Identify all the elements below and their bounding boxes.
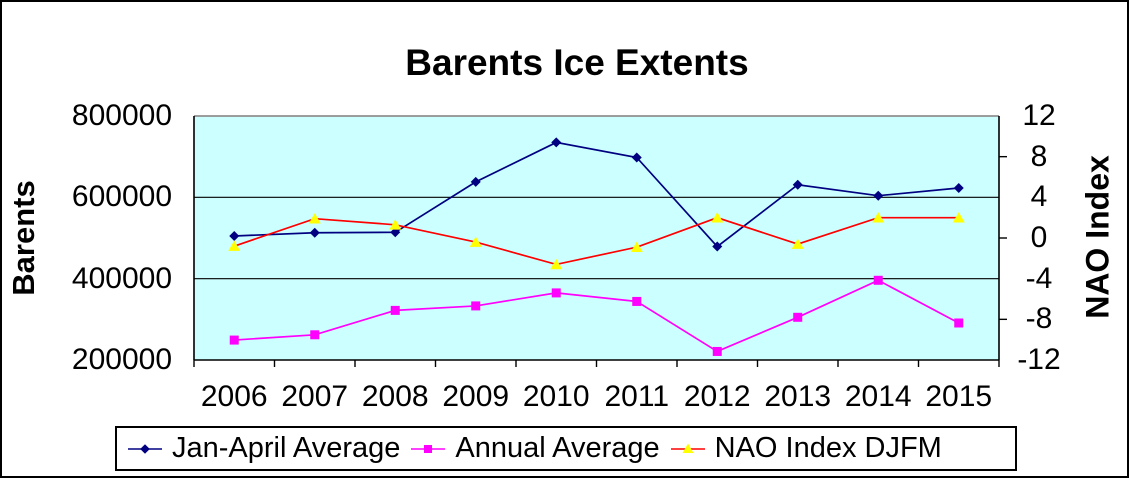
triangle-marker-icon xyxy=(469,236,482,247)
right-axis-tick-label: 12 xyxy=(1022,99,1056,132)
square-marker-icon xyxy=(229,335,239,345)
square-marker-icon xyxy=(471,301,481,311)
diamond-marker-icon xyxy=(551,137,562,148)
chart-title: Barents Ice Extents xyxy=(405,42,749,83)
legend-entry-nao: NAO Index DJFM xyxy=(670,432,942,465)
right-axis-tick-label: -12 xyxy=(1017,343,1061,376)
x-axis-tick-label: 2012 xyxy=(683,380,751,413)
diamond-marker-icon xyxy=(128,443,162,454)
legend-label-jan-april: Jan-April Average xyxy=(172,432,401,464)
legend: Jan-April Average Annual Average NAO Ind… xyxy=(115,426,1017,471)
legend-entry-annual: Annual Average xyxy=(410,432,660,465)
diamond-marker-icon xyxy=(873,190,884,201)
square-marker-icon xyxy=(411,444,446,453)
series-line-nao-index-djfm xyxy=(233,216,959,266)
square-marker-icon xyxy=(632,296,642,306)
left-axis-tick-label: 800000 xyxy=(71,99,172,132)
x-axis-tick-label: 2015 xyxy=(925,380,993,413)
x-axis-tick-label: 2011 xyxy=(604,380,670,413)
legend-label-nao: NAO Index DJFM xyxy=(714,432,942,464)
triangle-marker-icon xyxy=(630,241,643,252)
diamond-marker-icon xyxy=(229,230,240,241)
x-axis-tick-label: 2009 xyxy=(442,380,510,413)
series-line-annual-average xyxy=(234,279,960,353)
triangle-marker-icon xyxy=(711,212,724,223)
diamond-marker-icon xyxy=(309,227,320,238)
diamond-marker-icon xyxy=(390,227,401,238)
right-axis-tick-label: 8 xyxy=(1030,139,1048,173)
right-axis-title: NAO Index xyxy=(1079,155,1116,319)
legend-label-annual: Annual Average xyxy=(455,432,660,464)
x-axis-tick-label: 2010 xyxy=(522,380,590,413)
diamond-marker-icon xyxy=(953,182,964,193)
triangle-marker-icon xyxy=(389,219,402,230)
x-axis-tick-label: 2013 xyxy=(764,380,832,413)
left-axis-tick-label: 400000 xyxy=(71,261,172,295)
square-marker-icon xyxy=(390,305,400,315)
triangle-marker-icon xyxy=(872,212,885,223)
square-marker-icon xyxy=(873,275,883,285)
x-axis-tick-label: 2007 xyxy=(281,380,349,413)
left-axis-tick-label: 200000 xyxy=(71,343,172,376)
diamond-marker-icon xyxy=(792,179,803,190)
series-line-jan-april-average xyxy=(234,141,959,248)
square-marker-icon xyxy=(551,288,561,298)
square-marker-icon xyxy=(712,346,722,356)
x-axis-tick-label: 2008 xyxy=(361,380,429,413)
right-axis-tick-label: 4 xyxy=(1030,180,1048,214)
right-axis-tick-label: -8 xyxy=(1025,302,1053,336)
square-marker-icon xyxy=(793,312,803,322)
diamond-marker-icon xyxy=(631,152,642,163)
right-axis-tick-label: 0 xyxy=(1030,221,1048,254)
legend-entry-jan-april: Jan-April Average xyxy=(127,432,400,465)
triangle-marker-icon xyxy=(791,238,804,249)
diamond-marker-icon xyxy=(470,176,481,187)
x-axis-tick-label: 2006 xyxy=(200,380,268,413)
triangle-marker-icon xyxy=(952,212,965,223)
triangle-marker-icon xyxy=(228,240,241,251)
left-axis-tick-label: 600000 xyxy=(71,180,172,214)
left-axis-title: Barents xyxy=(6,180,41,296)
right-axis-tick-label: -4 xyxy=(1025,261,1053,295)
x-axis-tick-label: 2014 xyxy=(844,380,912,413)
diamond-marker-icon xyxy=(712,241,723,252)
square-marker-icon xyxy=(310,330,320,340)
square-marker-icon xyxy=(954,318,964,328)
triangle-marker-icon xyxy=(308,213,321,224)
triangle-marker-icon xyxy=(670,443,705,453)
plot-area xyxy=(194,116,999,360)
triangle-marker-icon xyxy=(550,258,563,270)
